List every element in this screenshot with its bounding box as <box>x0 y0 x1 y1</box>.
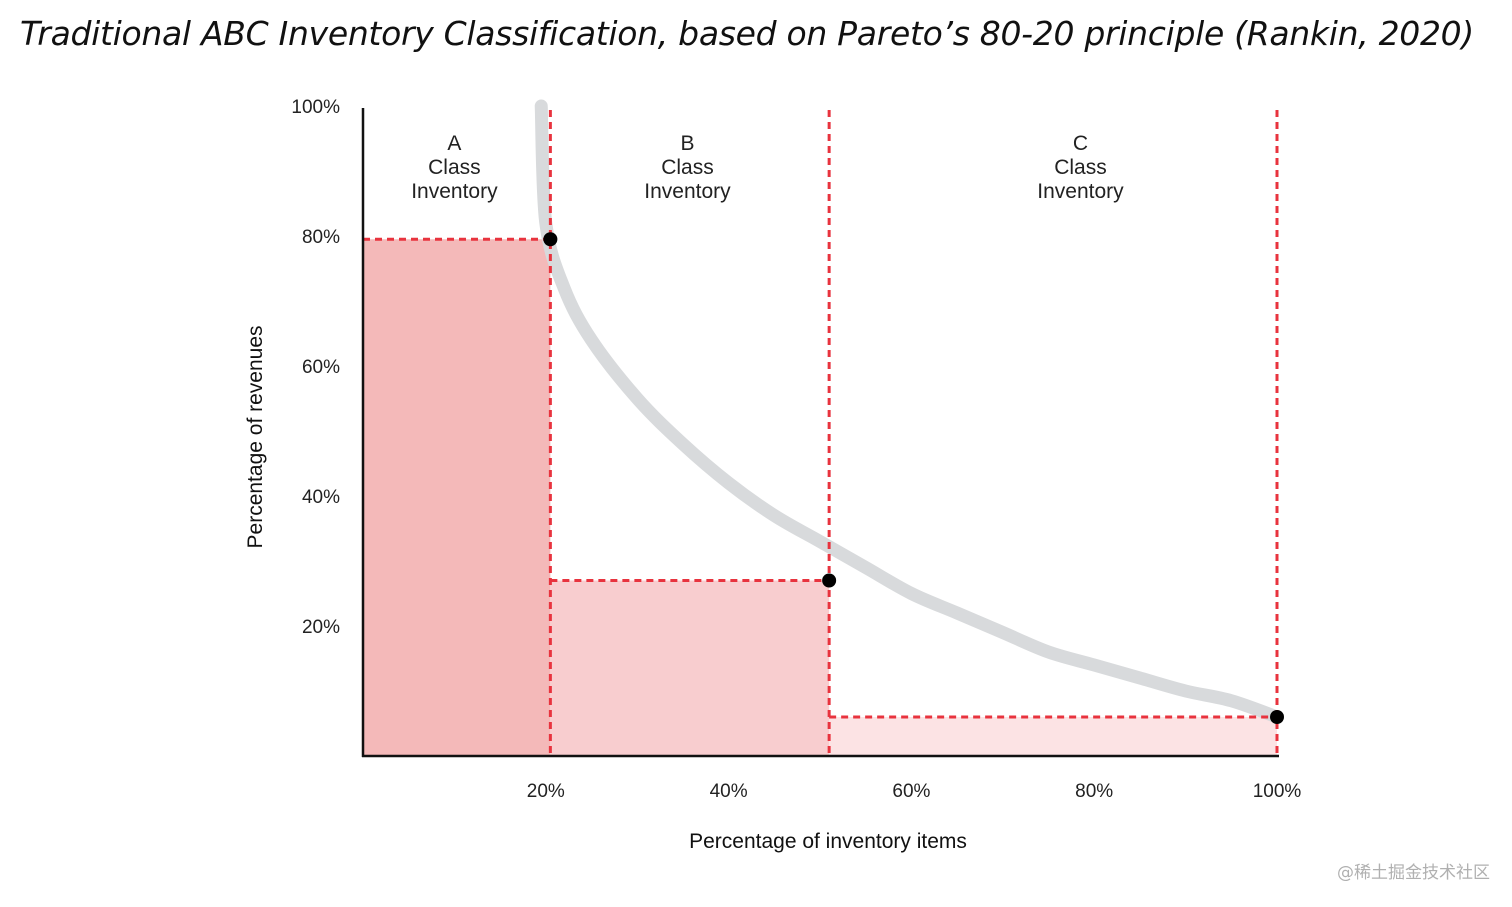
pareto-curve <box>534 99 1284 724</box>
class-a-area <box>363 239 551 756</box>
y-tick-label: 20% <box>302 617 340 638</box>
y-tick-label: 100% <box>291 97 340 118</box>
class-fills <box>363 239 1277 756</box>
y-tick-label: 40% <box>302 487 340 508</box>
y-tick-label: 60% <box>302 357 340 378</box>
class-a-label-line: Class <box>428 156 481 179</box>
class-c-area <box>829 717 1277 756</box>
class-c-label-line: Class <box>1054 156 1107 179</box>
y-axis-title: Percentage of revenues <box>244 326 267 549</box>
watermark: @稀土掘金技术社区 <box>1337 863 1490 883</box>
class-a-label-line: Inventory <box>411 180 498 203</box>
tick-labels: 20% 40% 60% 80% 100% 20% 40% 60% 80% 100% <box>291 97 1301 802</box>
breakpoint-marker <box>1270 710 1284 724</box>
x-axis-title: Percentage of inventory items <box>689 830 967 853</box>
class-b-label-line: B <box>680 132 694 155</box>
breakpoint-marker <box>822 573 837 588</box>
class-boundaries <box>363 110 1279 756</box>
class-a-label-line: A <box>447 132 461 155</box>
class-b-label-line: Inventory <box>644 180 731 203</box>
class-b-label-line: Class <box>661 156 714 179</box>
pareto-curve-layer <box>534 99 1284 724</box>
class-c-label-line: Inventory <box>1037 180 1124 203</box>
x-tick-label: 100% <box>1253 781 1302 802</box>
x-tick-label: 60% <box>892 781 930 802</box>
breakpoint-marker <box>543 232 558 247</box>
class-c-label-line: C <box>1073 132 1088 155</box>
axes <box>361 108 1279 758</box>
y-tick-label: 80% <box>302 227 340 248</box>
x-tick-label: 20% <box>527 781 565 802</box>
x-tick-label: 80% <box>1075 781 1113 802</box>
x-tick-label: 40% <box>710 781 748 802</box>
class-labels: AClassInventoryBClassInventoryCClassInve… <box>411 132 1124 203</box>
class-b-area <box>550 580 830 756</box>
data-points <box>543 232 1284 724</box>
page-title: Traditional ABC Inventory Classification… <box>20 14 1474 53</box>
